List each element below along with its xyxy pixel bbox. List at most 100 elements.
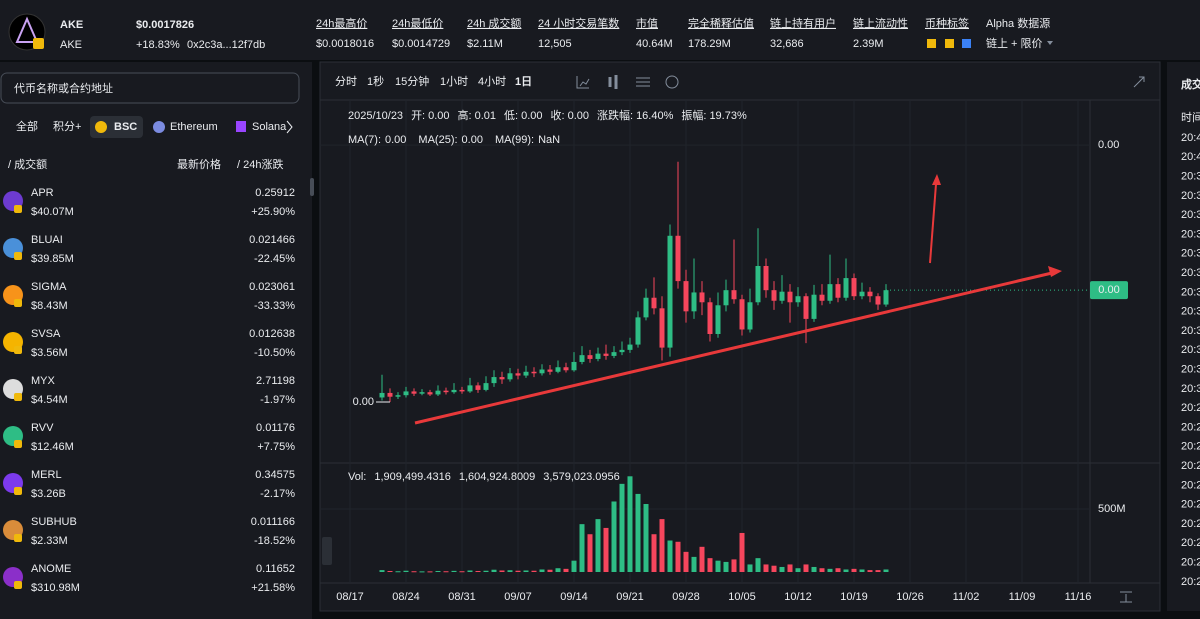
trade-time: 20:2: [1181, 537, 1200, 549]
candle-body: [691, 292, 697, 312]
settings-icon[interactable]: [636, 77, 650, 87]
x-tick-label: 10/12: [784, 591, 812, 603]
candle-body: [587, 355, 593, 359]
alpha-label: Alpha 数据源: [986, 16, 1050, 30]
volume-bar: [651, 534, 657, 572]
expand-icon[interactable]: [1133, 76, 1145, 88]
interval[interactable]: 4小时: [478, 75, 506, 88]
scroll-arrow[interactable]: [286, 120, 293, 134]
candle-body: [667, 235, 673, 348]
candle-body: [883, 290, 889, 305]
collapse-handle[interactable]: [322, 537, 332, 565]
volume-bar: [747, 564, 753, 572]
x-tick-label: 11/16: [1065, 591, 1092, 603]
candle-body: [683, 281, 689, 312]
interval[interactable]: 1小时: [440, 75, 468, 88]
trade-time: 20:3: [1181, 344, 1200, 356]
interval[interactable]: 15分钟: [395, 74, 429, 88]
volume-bar: [499, 570, 505, 572]
token-badge: [14, 346, 22, 354]
candle-body: [523, 371, 529, 376]
token-name[interactable]: MERL: [31, 469, 62, 481]
subtitle: AKE: [60, 39, 82, 51]
trades-column: 时间: [1181, 111, 1200, 124]
trade-time: 20:3: [1181, 383, 1200, 395]
volume-bar: [859, 569, 865, 572]
trade-time: 20:2: [1181, 460, 1200, 472]
indicator-icon[interactable]: [576, 76, 590, 89]
stat-label: 24h 成交额: [467, 16, 521, 30]
volume-bar: [835, 568, 841, 572]
interval[interactable]: 1日: [515, 75, 532, 88]
volume-bar: [387, 570, 393, 572]
candle-body: [427, 392, 433, 395]
candle-body: [731, 290, 737, 300]
token-name[interactable]: RVV: [31, 422, 54, 434]
token-volume: $39.85M: [31, 253, 74, 265]
sidebar: [0, 62, 312, 619]
volume-bar: [667, 540, 673, 572]
token-change: -1.97%: [260, 394, 295, 406]
volume-bar: [547, 569, 553, 572]
candle-body: [851, 278, 857, 297]
interval[interactable]: 分时: [335, 75, 357, 88]
candle-body: [763, 266, 769, 291]
ma-item: 0.00: [462, 134, 483, 146]
token-name[interactable]: MYX: [31, 375, 56, 387]
stat-value: 32,686: [770, 38, 804, 50]
trade-time: 20:3: [1181, 286, 1200, 298]
tag-icon: [945, 39, 954, 48]
token-volume: $310.98M: [31, 582, 80, 594]
info-item: 开:: [411, 110, 425, 122]
candle-icon[interactable]: [608, 75, 618, 89]
column: / 24h涨跌: [237, 157, 283, 171]
filter[interactable]: Solana: [252, 121, 287, 133]
scale-icon[interactable]: [1120, 591, 1132, 603]
trend-arrowhead: [1048, 266, 1062, 277]
volume-bar: [739, 532, 745, 572]
candle-body: [531, 371, 537, 374]
candle-body: [547, 369, 553, 372]
logo-mark: [15, 16, 39, 43]
volume-bar: [827, 568, 833, 572]
volume-bar: [403, 570, 409, 572]
filter[interactable]: Ethereum: [170, 121, 218, 133]
info-item: 收:: [551, 108, 565, 122]
token-volume: $3.56M: [31, 347, 68, 359]
interval[interactable]: 1秒: [367, 74, 384, 88]
volume-bar: [819, 568, 825, 572]
trade-time: 20:2: [1181, 421, 1200, 433]
layout-icon[interactable]: [665, 75, 679, 89]
token-name[interactable]: SUBHUB: [31, 516, 77, 528]
token-name[interactable]: SIGMA: [31, 281, 67, 293]
token-volume: $12.46M: [31, 441, 74, 453]
volume-bar: [443, 571, 449, 573]
filter[interactable]: 积分+: [53, 120, 81, 133]
x-tick-label: 10/26: [896, 591, 924, 603]
tag-icon: [927, 39, 936, 48]
candle-body: [491, 377, 497, 384]
token-name[interactable]: BLUAI: [31, 234, 63, 246]
stat-label: 市值: [636, 16, 658, 30]
trades-title: 成交: [1181, 77, 1200, 91]
token-badge: [14, 487, 22, 495]
candle-body: [643, 297, 649, 318]
volume-bar: [451, 570, 457, 572]
volume-bar: [379, 570, 385, 572]
candle-body: [379, 392, 385, 398]
x-tick-label: 09/21: [616, 591, 644, 603]
volume-bar: [563, 568, 569, 572]
candle-body: [875, 296, 881, 305]
alpha-value[interactable]: 链上 + 限价: [986, 36, 1043, 50]
filter[interactable]: 全部: [16, 119, 38, 133]
trade-time: 20:3: [1181, 190, 1200, 202]
token-name[interactable]: ANOME: [31, 563, 71, 575]
filter[interactable]: BSC: [114, 121, 137, 133]
token-badge: [14, 252, 22, 260]
token-name[interactable]: APR: [31, 187, 54, 199]
search-box[interactable]: [0, 72, 300, 104]
volume-bar: [715, 560, 721, 572]
token-name[interactable]: SVSA: [31, 328, 61, 340]
candle-body: [867, 291, 873, 297]
candle-body: [387, 392, 393, 397]
